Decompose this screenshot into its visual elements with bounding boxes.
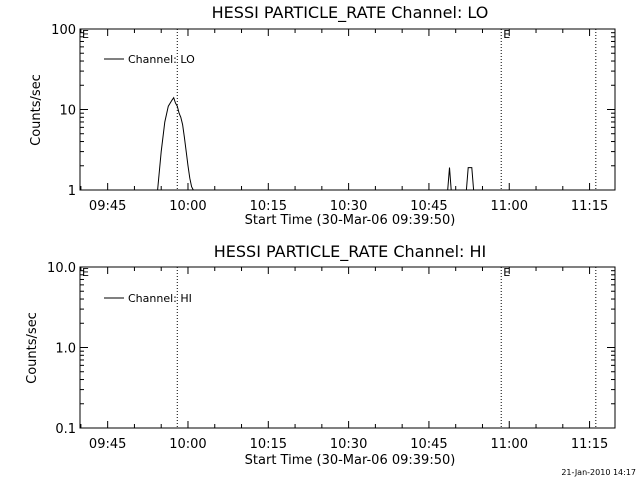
legend: Channel: HI bbox=[104, 292, 192, 305]
y-tick-label: 100 bbox=[51, 23, 76, 38]
panel-hi: HESSI PARTICLE_RATE Channel: HI Start Ti… bbox=[25, 242, 616, 468]
series-group bbox=[157, 96, 475, 191]
x-tick-label: 09:45 bbox=[89, 199, 126, 214]
x-tick-label: 10:00 bbox=[169, 437, 206, 452]
x-axis-label: Start Time (30-Mar-06 09:39:50) bbox=[245, 453, 456, 468]
event-marker-label: E bbox=[82, 28, 89, 41]
y-tick-label: 1.0 bbox=[55, 342, 76, 357]
panel-lo: HESSI PARTICLE_RATE Channel: LO Start Ti… bbox=[29, 3, 616, 228]
y-tick-label: 1 bbox=[68, 184, 76, 199]
x-tick-label: 11:00 bbox=[491, 199, 528, 214]
x-axis-ticks: 09:45 10:00 10:15 10:30 10:45 11:00 11:15 bbox=[80, 267, 608, 452]
legend: Channel: LO bbox=[104, 53, 195, 66]
chart-title: HESSI PARTICLE_RATE Channel: LO bbox=[212, 3, 489, 23]
x-tick-label: 09:45 bbox=[89, 437, 126, 452]
chart-title: HESSI PARTICLE_RATE Channel: HI bbox=[214, 242, 487, 262]
x-axis-ticks: 09:45 10:00 10:15 10:30 10:45 11:00 11:15 bbox=[80, 29, 608, 214]
x-tick-label: 10:00 bbox=[169, 199, 206, 214]
legend-label: Channel: HI bbox=[128, 292, 192, 305]
x-tick-label: 10:30 bbox=[330, 437, 367, 452]
x-tick-label: 11:15 bbox=[571, 437, 608, 452]
legend-label: Channel: LO bbox=[128, 53, 195, 66]
x-tick-label: 10:45 bbox=[410, 437, 447, 452]
x-tick-label: 10:30 bbox=[330, 199, 367, 214]
y-axis-label: Counts/sec bbox=[25, 312, 40, 384]
x-tick-label: 10:15 bbox=[250, 437, 287, 452]
y-axis-label: Counts/sec bbox=[29, 74, 44, 146]
y-axis-ticks: 1 10 100 bbox=[51, 23, 615, 199]
x-tick-label: 11:15 bbox=[571, 199, 608, 214]
event-marker-label: E bbox=[503, 266, 510, 279]
event-marker-label: E bbox=[82, 266, 89, 279]
x-tick-label: 11:00 bbox=[491, 437, 528, 452]
y-tick-label: 10 bbox=[59, 104, 76, 119]
x-tick-label: 10:45 bbox=[410, 199, 447, 214]
x-tick-label: 10:15 bbox=[250, 199, 287, 214]
x-axis-label: Start Time (30-Mar-06 09:39:50) bbox=[245, 213, 456, 228]
y-axis-ticks: 0.1 1.0 10.0 bbox=[47, 261, 615, 437]
event-marker-label: E bbox=[503, 28, 510, 41]
footer-timestamp: 21-Jan-2010 14:17 bbox=[561, 468, 636, 477]
y-tick-label: 10.0 bbox=[47, 261, 76, 276]
series-line bbox=[157, 96, 475, 191]
y-tick-label: 0.1 bbox=[55, 422, 76, 437]
